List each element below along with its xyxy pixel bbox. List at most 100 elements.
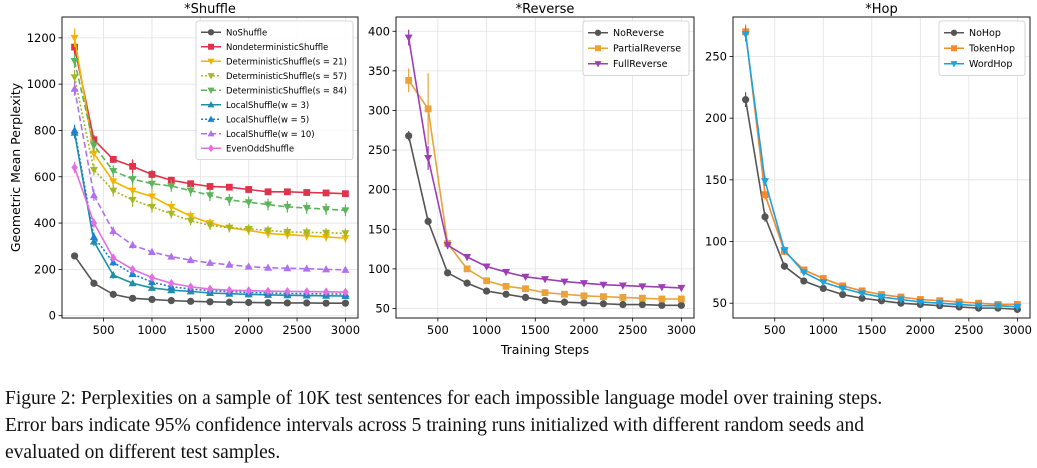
chart-title: *Hop <box>865 2 897 17</box>
x-tick-label: 2000 <box>234 323 263 337</box>
legend-swatch-marker <box>207 58 215 65</box>
data-point <box>167 252 176 260</box>
legend: NoShuffle NondeterministicShuffle Determin… <box>195 20 354 160</box>
legend-swatch-marker <box>207 101 215 108</box>
x-tick-label: 1000 <box>137 323 166 337</box>
x-tick-label: 3000 <box>667 323 696 337</box>
data-point <box>264 299 272 307</box>
data-point <box>147 193 156 201</box>
series-FullReverse <box>404 29 686 293</box>
data-point <box>206 284 214 294</box>
data-point <box>444 269 452 277</box>
legend-label: TokenHop <box>968 44 1015 55</box>
data-point <box>264 188 272 196</box>
data-point <box>463 265 471 273</box>
series-WordHop <box>741 26 1022 312</box>
data-point <box>225 183 233 191</box>
y-tick-label: 400 <box>368 24 390 38</box>
y-tick-label: 0 <box>49 309 56 323</box>
y-tick-label: 300 <box>368 103 390 117</box>
data-point <box>283 228 292 237</box>
y-tick-label: 100 <box>705 235 727 249</box>
x-axis-label: Training Steps <box>500 342 589 357</box>
data-point <box>167 297 175 305</box>
data-point <box>225 298 233 306</box>
legend-swatch-marker <box>208 43 214 50</box>
data-point <box>89 150 98 158</box>
data-point <box>580 299 588 307</box>
data-point <box>638 294 646 302</box>
data-point <box>482 263 491 271</box>
legend-swatch-marker <box>207 87 215 94</box>
data-point <box>225 196 234 205</box>
data-point <box>341 230 350 238</box>
data-point <box>1013 303 1022 312</box>
data-point <box>128 176 137 184</box>
data-point <box>303 299 311 307</box>
legend-label: WordHop <box>969 59 1012 70</box>
data-point <box>521 293 530 302</box>
data-point <box>638 300 646 309</box>
data-point <box>658 301 666 309</box>
data-point <box>521 273 530 282</box>
data-point <box>341 235 350 243</box>
data-point <box>819 284 827 292</box>
y-tick-label: 250 <box>368 143 390 157</box>
data-point <box>147 203 156 212</box>
data-point <box>322 265 331 273</box>
data-point <box>168 278 175 288</box>
data-point <box>109 187 118 195</box>
data-point <box>341 207 350 215</box>
data-point <box>167 203 176 212</box>
data-point <box>109 290 117 298</box>
legend-box <box>938 20 1026 76</box>
legend-swatch-marker <box>594 61 602 68</box>
series-DeterministicShuffle(s = 84) <box>70 54 350 217</box>
data-point <box>90 218 98 228</box>
data-point <box>187 180 195 188</box>
data-point <box>245 186 253 193</box>
data-point <box>206 183 214 190</box>
data-point <box>677 284 686 293</box>
data-point <box>896 296 905 304</box>
legend-swatch-marker <box>208 144 214 153</box>
data-point <box>761 191 769 199</box>
y-tick-label: 250 <box>705 49 727 63</box>
data-point <box>560 278 569 286</box>
x-tick-label: 2000 <box>906 323 935 337</box>
chart-panel-3: 500 1000 1500 2000 2500 3000 50 100 150 200 250 *Ho… <box>705 2 1032 337</box>
data-point <box>322 233 331 242</box>
data-point <box>404 34 413 42</box>
y-tick-label: 800 <box>34 123 56 137</box>
data-point <box>110 253 117 263</box>
data-point <box>463 279 471 287</box>
data-point <box>302 264 311 272</box>
legend-label: DeterministicShuffle(s = 57) <box>226 72 347 82</box>
data-point <box>128 187 137 195</box>
y-tick-label: 50 <box>375 301 390 315</box>
series-EvenOddShuffle <box>71 161 349 297</box>
data-point <box>579 280 588 288</box>
data-point <box>186 217 195 225</box>
caption-line: Figure 2: Perplexities on a sample of 10… <box>5 388 883 409</box>
data-point <box>838 285 847 293</box>
data-point <box>129 162 137 170</box>
data-point <box>303 189 311 196</box>
data-point <box>128 279 137 287</box>
x-tick-label: 2500 <box>618 323 647 337</box>
chart-title: *Reverse <box>516 2 575 17</box>
y-tick-label: 150 <box>705 173 727 187</box>
data-point <box>935 300 944 308</box>
data-point <box>303 287 310 297</box>
data-point <box>244 199 253 207</box>
data-point <box>955 301 964 309</box>
data-point <box>858 290 867 298</box>
data-point <box>322 229 331 237</box>
data-point <box>187 297 195 305</box>
series-PartialReverse <box>405 68 685 303</box>
y-axis-label: Geometric Mean Perplexity <box>8 82 23 252</box>
y-tick-label: 150 <box>368 222 390 236</box>
data-point <box>89 191 98 199</box>
data-point <box>974 302 983 310</box>
data-point <box>541 289 549 297</box>
